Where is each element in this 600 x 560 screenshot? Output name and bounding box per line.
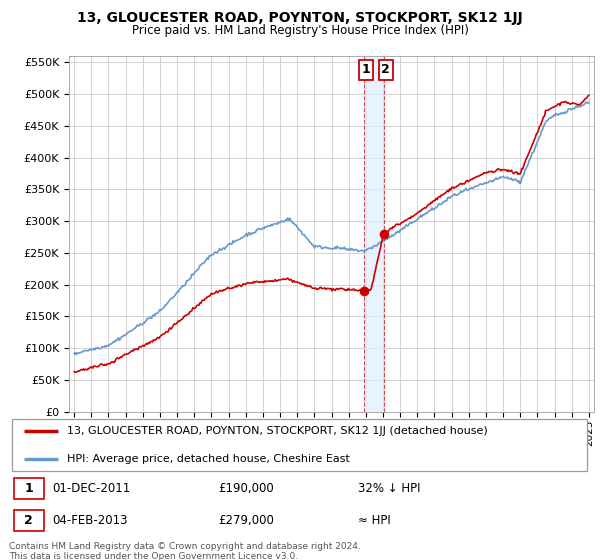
Text: 04-FEB-2013: 04-FEB-2013 xyxy=(53,514,128,527)
FancyBboxPatch shape xyxy=(12,419,587,471)
Text: 1: 1 xyxy=(25,482,33,495)
Text: 13, GLOUCESTER ROAD, POYNTON, STOCKPORT, SK12 1JJ: 13, GLOUCESTER ROAD, POYNTON, STOCKPORT,… xyxy=(77,11,523,25)
Text: 2: 2 xyxy=(382,63,390,76)
Text: 1: 1 xyxy=(361,63,370,76)
Text: HPI: Average price, detached house, Cheshire East: HPI: Average price, detached house, Ches… xyxy=(67,454,350,464)
Bar xyxy=(364,56,385,412)
FancyBboxPatch shape xyxy=(379,59,392,80)
Text: 13, GLOUCESTER ROAD, POYNTON, STOCKPORT, SK12 1JJ (detached house): 13, GLOUCESTER ROAD, POYNTON, STOCKPORT,… xyxy=(67,426,488,436)
Text: £190,000: £190,000 xyxy=(218,482,274,495)
Text: 32% ↓ HPI: 32% ↓ HPI xyxy=(358,482,421,495)
Text: £279,000: £279,000 xyxy=(218,514,274,527)
FancyBboxPatch shape xyxy=(359,59,373,80)
Text: Price paid vs. HM Land Registry's House Price Index (HPI): Price paid vs. HM Land Registry's House … xyxy=(131,24,469,37)
FancyBboxPatch shape xyxy=(14,510,44,531)
FancyBboxPatch shape xyxy=(14,478,44,499)
Text: Contains HM Land Registry data © Crown copyright and database right 2024.
This d: Contains HM Land Registry data © Crown c… xyxy=(9,542,361,560)
Text: ≈ HPI: ≈ HPI xyxy=(358,514,391,527)
Text: 01-DEC-2011: 01-DEC-2011 xyxy=(53,482,131,495)
Text: 2: 2 xyxy=(25,514,33,527)
